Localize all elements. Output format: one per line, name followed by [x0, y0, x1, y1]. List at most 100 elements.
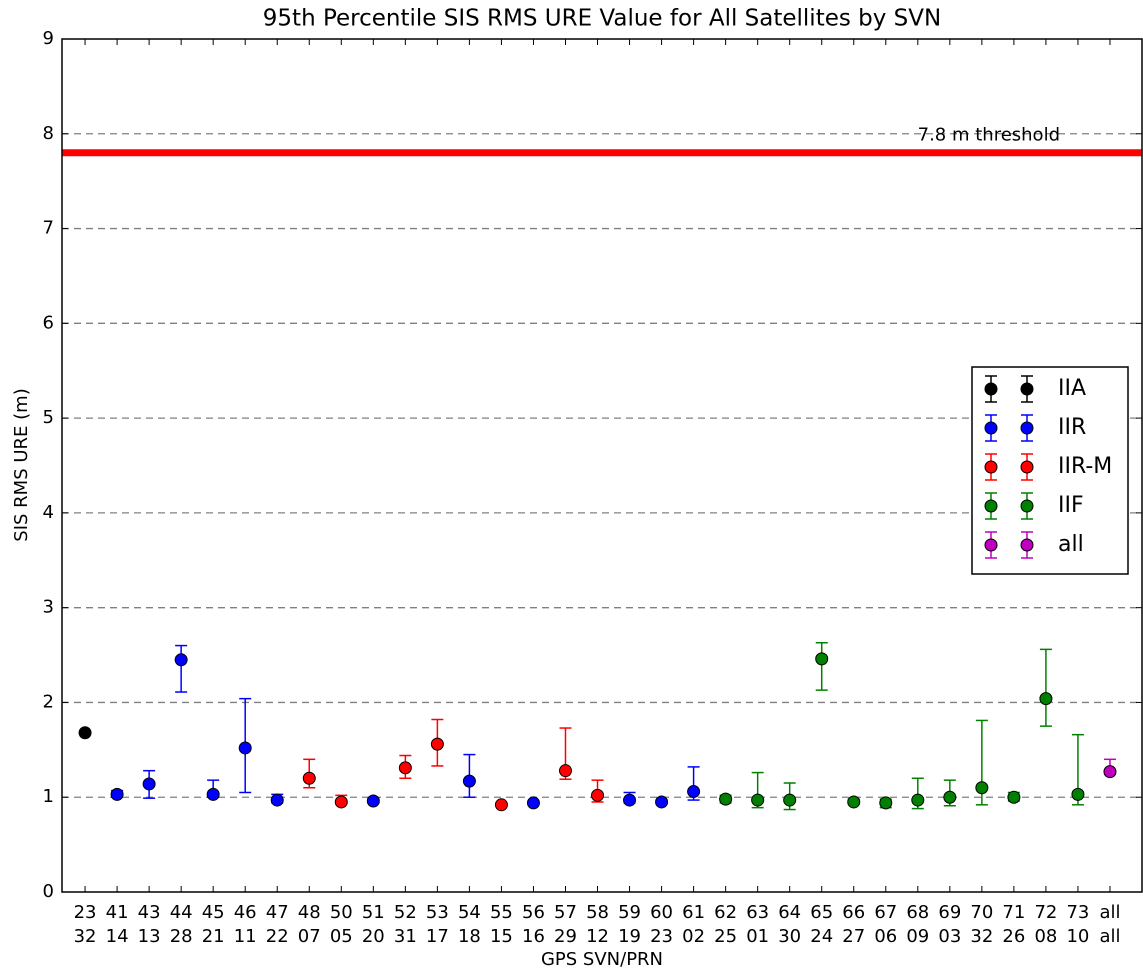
x-tick-label: 70 — [970, 902, 993, 923]
point — [110, 787, 124, 801]
point — [655, 795, 669, 809]
x-tick-label: 57 — [554, 902, 577, 923]
legend-marker — [1020, 538, 1034, 552]
x-tick-sublabel: 28 — [170, 926, 193, 947]
point — [142, 777, 156, 791]
point — [591, 788, 605, 802]
x-tick-label: 23 — [74, 902, 97, 923]
point — [334, 795, 348, 809]
x-tick-label: 59 — [618, 902, 641, 923]
x-tick-label: 53 — [426, 902, 449, 923]
x-tick-sublabel: 19 — [618, 926, 641, 947]
x-tick-sublabel: 27 — [842, 926, 865, 947]
point — [687, 785, 701, 799]
x-tick-label: 54 — [458, 902, 481, 923]
x-tick-sublabel: 24 — [810, 926, 833, 947]
point — [302, 771, 316, 785]
x-tick-label: 65 — [810, 902, 833, 923]
y-tick-label: 3 — [43, 597, 54, 618]
x-tick-sublabel: 10 — [1066, 926, 1089, 947]
x-tick-sublabel: 18 — [458, 926, 481, 947]
legend-label: all — [1058, 532, 1084, 557]
point — [719, 792, 733, 806]
x-tick-label: 58 — [586, 902, 609, 923]
x-tick-label: 60 — [650, 902, 673, 923]
point — [783, 793, 797, 807]
legend-marker — [1020, 382, 1034, 396]
x-tick-label: 61 — [682, 902, 705, 923]
legend-marker — [984, 499, 998, 513]
point — [1007, 790, 1021, 804]
point — [526, 796, 540, 810]
chart-title: 95th Percentile SIS RMS URE Value for Al… — [263, 6, 941, 32]
x-axis-label: GPS SVN/PRN — [541, 949, 663, 970]
y-tick-label: 7 — [43, 218, 54, 239]
x-tick-sublabel: 06 — [874, 926, 897, 947]
x-tick-sublabel: 25 — [714, 926, 737, 947]
y-tick-label: 4 — [43, 502, 54, 523]
y-tick-label: 8 — [43, 123, 54, 144]
x-tick-label: 56 — [522, 902, 545, 923]
point — [751, 793, 765, 807]
plot-frame — [61, 38, 1143, 893]
x-tick-label: 73 — [1066, 902, 1089, 923]
point — [558, 764, 572, 778]
x-tick-label: 51 — [362, 902, 385, 923]
point — [462, 774, 476, 788]
x-tick-sublabel: 14 — [106, 926, 129, 947]
y-tick-label: 9 — [43, 28, 54, 49]
x-tick-label: 68 — [906, 902, 929, 923]
x-tick-sublabel: 21 — [202, 926, 225, 947]
x-tick-sublabel: 30 — [778, 926, 801, 947]
x-tick-label: all — [1099, 902, 1120, 923]
x-tick-sublabel: 31 — [394, 926, 417, 947]
x-tick-label: 66 — [842, 902, 865, 923]
x-tick-sublabel: 32 — [74, 926, 97, 947]
x-tick-sublabel: 12 — [586, 926, 609, 947]
x-tick-sublabel: 23 — [650, 926, 673, 947]
x-tick-label: 48 — [298, 902, 321, 923]
x-tick-label: 67 — [874, 902, 897, 923]
point — [430, 737, 444, 751]
x-tick-sublabel: 11 — [234, 926, 257, 947]
legend-marker — [1020, 499, 1034, 513]
point — [238, 741, 252, 755]
x-tick-sublabel: 08 — [1034, 926, 1057, 947]
point — [975, 781, 989, 795]
x-tick-label: 71 — [1002, 902, 1025, 923]
legend-marker — [984, 538, 998, 552]
point — [78, 726, 92, 740]
x-tick-label: 64 — [778, 902, 801, 923]
y-axis-label: SIS RMS URE (m) — [11, 388, 32, 541]
x-tick-sublabel: 13 — [138, 926, 161, 947]
y-tick-label: 6 — [43, 312, 54, 333]
legend-frame — [971, 366, 1129, 575]
legend-label: IIR — [1058, 415, 1086, 440]
x-tick-label: 52 — [394, 902, 417, 923]
legend-label: IIA — [1058, 376, 1086, 401]
x-tick-sublabel: 16 — [522, 926, 545, 947]
y-tick-label: 0 — [43, 881, 54, 902]
legend: IIA IIR IIR-M IIF all — [971, 366, 1129, 575]
x-tick-label: 45 — [202, 902, 225, 923]
point — [1071, 787, 1085, 801]
y-tick-label: 5 — [43, 407, 54, 428]
legend-marker — [984, 382, 998, 396]
point — [911, 793, 925, 807]
x-tick-sublabel: 17 — [426, 926, 449, 947]
point — [174, 653, 188, 667]
x-tick-sublabel: 20 — [362, 926, 385, 947]
x-tick-sublabel: 02 — [682, 926, 705, 947]
x-tick-sublabel: 32 — [970, 926, 993, 947]
y-tick-label: 1 — [43, 786, 54, 807]
x-tick-label: 43 — [138, 902, 161, 923]
x-tick-sublabel: all — [1099, 926, 1120, 947]
legend-marker — [984, 460, 998, 474]
x-tick-label: 50 — [330, 902, 353, 923]
legend-marker — [1020, 460, 1034, 474]
point — [270, 793, 284, 807]
point — [847, 795, 861, 809]
x-tick-sublabel: 22 — [266, 926, 289, 947]
point — [623, 793, 637, 807]
